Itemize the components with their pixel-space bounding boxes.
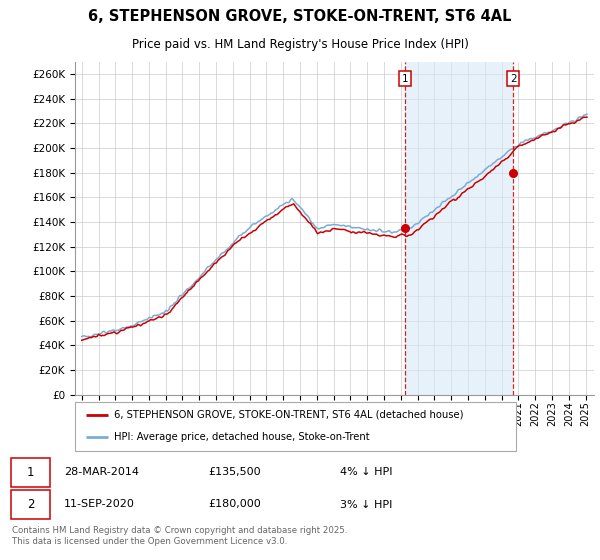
Text: 2: 2 bbox=[26, 498, 34, 511]
Text: 2: 2 bbox=[510, 74, 517, 84]
Bar bbox=[405, 62, 514, 395]
Text: 3% ↓ HPI: 3% ↓ HPI bbox=[340, 500, 392, 510]
Text: 1: 1 bbox=[402, 74, 409, 84]
Text: 6, STEPHENSON GROVE, STOKE-ON-TRENT, ST6 4AL: 6, STEPHENSON GROVE, STOKE-ON-TRENT, ST6… bbox=[88, 9, 512, 24]
Text: Contains HM Land Registry data © Crown copyright and database right 2025.
This d: Contains HM Land Registry data © Crown c… bbox=[12, 526, 347, 546]
Text: £180,000: £180,000 bbox=[208, 500, 260, 510]
Text: HPI: Average price, detached house, Stoke-on-Trent: HPI: Average price, detached house, Stok… bbox=[114, 432, 370, 442]
FancyBboxPatch shape bbox=[11, 458, 50, 487]
FancyBboxPatch shape bbox=[11, 490, 50, 519]
Text: 11-SEP-2020: 11-SEP-2020 bbox=[64, 500, 135, 510]
Text: 6, STEPHENSON GROVE, STOKE-ON-TRENT, ST6 4AL (detached house): 6, STEPHENSON GROVE, STOKE-ON-TRENT, ST6… bbox=[114, 410, 463, 420]
Text: 28-MAR-2014: 28-MAR-2014 bbox=[64, 468, 139, 477]
Text: Price paid vs. HM Land Registry's House Price Index (HPI): Price paid vs. HM Land Registry's House … bbox=[131, 38, 469, 51]
Text: 4% ↓ HPI: 4% ↓ HPI bbox=[340, 468, 393, 477]
FancyBboxPatch shape bbox=[75, 402, 516, 451]
Text: £135,500: £135,500 bbox=[208, 468, 260, 477]
Text: 1: 1 bbox=[26, 466, 34, 479]
